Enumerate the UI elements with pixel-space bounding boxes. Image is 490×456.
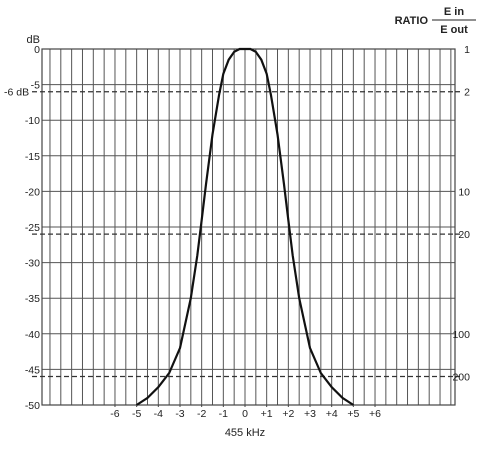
y-tick-label: -20 [25, 186, 40, 198]
y-tick-label: -5 [31, 80, 40, 92]
ratio-label: 100 [452, 329, 470, 341]
right-axis-numerator: E in [444, 6, 464, 18]
y-tick-label: -50 [25, 400, 40, 412]
y-tick-label: -10 [25, 115, 40, 127]
reference-lines: -6 dB [4, 87, 463, 378]
right-axis-title: RATIO E in E out [395, 6, 476, 36]
y-tick-label: -40 [25, 329, 40, 341]
ratio-label: 20 [458, 229, 470, 241]
y-tick-label: -35 [25, 293, 40, 305]
right-axis-denominator: E out [440, 24, 468, 36]
grid [41, 48, 456, 406]
ratio-label: 2 [464, 87, 470, 99]
x-tick-label: -1 [219, 408, 228, 420]
right-axis-ratio-label: RATIO [395, 15, 429, 27]
y-axis-label: dB [27, 34, 40, 46]
x-tick-label: -4 [154, 408, 163, 420]
y-tick-label: -45 [25, 364, 40, 376]
x-tick-label: -6 [110, 408, 119, 420]
x-axis-label: 455 kHz [225, 427, 265, 439]
y-tick-label: -30 [25, 258, 40, 270]
x-tick-label: +4 [326, 408, 338, 420]
y-tick-label: 0 [34, 44, 40, 56]
ratio-label: 10 [458, 186, 470, 198]
ratio-label: 1 [464, 44, 470, 56]
series [135, 47, 355, 406]
response-curve-line [135, 47, 355, 406]
x-tick-label: +6 [369, 408, 381, 420]
reference-line-label: -6 dB [4, 87, 29, 99]
x-tick-label: -3 [175, 408, 184, 420]
y-tick-label: -15 [25, 151, 40, 163]
x-tick-label: -5 [132, 408, 141, 420]
x-tick-label: 0 [242, 408, 248, 420]
x-tick-label: +2 [282, 408, 294, 420]
ratio-label: 200 [452, 372, 470, 384]
y-tick-label: -25 [25, 222, 40, 234]
x-tick-label: +3 [304, 408, 316, 420]
x-tick-label: -2 [197, 408, 206, 420]
axis-labels: -6 -5 -4 -3 -2 -1 0 +1 +2 +3 +4 +5 +60-5-10-15-20-25… [25, 44, 470, 420]
x-tick-label: +5 [347, 408, 359, 420]
x-tick-label: +1 [261, 408, 273, 420]
